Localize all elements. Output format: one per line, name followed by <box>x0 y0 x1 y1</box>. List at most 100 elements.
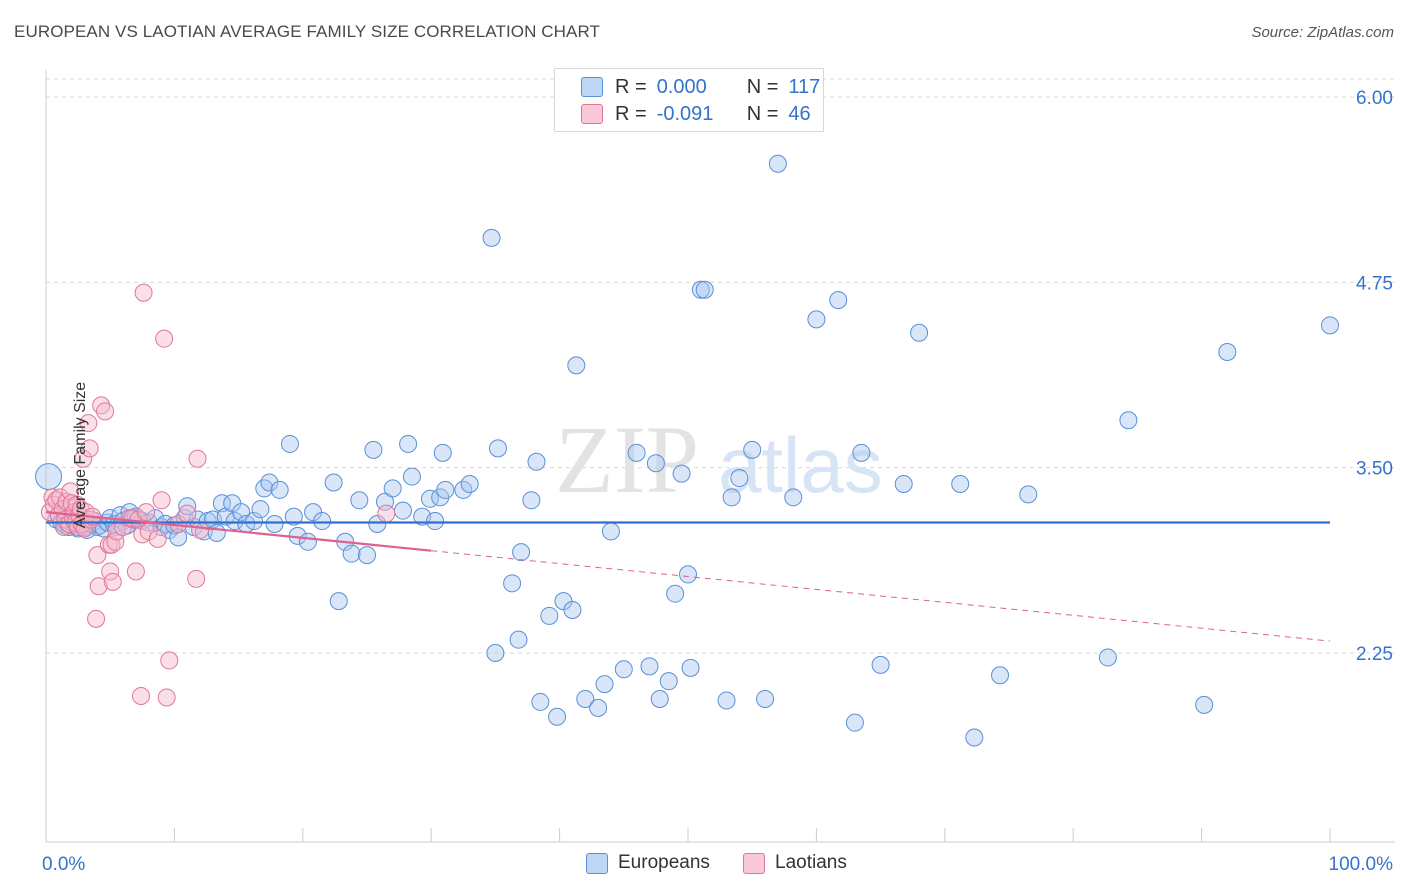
european-point <box>666 584 685 603</box>
european-point <box>829 291 848 310</box>
european-point <box>383 479 402 498</box>
european-point <box>730 469 749 488</box>
y-tick-label: 4.75 <box>1356 273 1393 294</box>
european-point <box>329 592 348 611</box>
laotian-point <box>79 414 98 433</box>
european-point <box>640 657 659 676</box>
european-point <box>1019 485 1038 504</box>
laotian-point <box>132 686 151 705</box>
european-point <box>951 474 970 493</box>
laotian-trend-extension <box>431 550 1331 642</box>
european-point <box>212 494 231 513</box>
y-tick-label: 2.25 <box>1356 644 1393 665</box>
legend-swatch-laotians <box>581 104 603 124</box>
legend-n-label: N = <box>746 75 779 98</box>
laotian-point <box>377 504 396 523</box>
european-point <box>426 512 445 531</box>
european-point <box>35 463 63 491</box>
laotian-trend-line <box>45 511 432 552</box>
european-point <box>245 512 264 531</box>
european-point <box>284 507 303 526</box>
y-tick-label: 6.00 <box>1356 88 1393 109</box>
european-point <box>768 154 787 173</box>
laotian-point <box>87 609 106 628</box>
laotian-point <box>137 503 156 522</box>
european-point <box>207 523 226 542</box>
european-point <box>1218 343 1237 362</box>
laotian-point <box>187 569 206 588</box>
european-point <box>358 546 376 565</box>
european-point <box>659 672 678 691</box>
legend-r-label: R = <box>615 102 647 125</box>
european-point <box>595 675 614 694</box>
european-point <box>482 228 501 247</box>
legend-swatch-europeans <box>581 77 603 97</box>
european-point <box>563 601 582 620</box>
european-point <box>756 689 775 708</box>
european-point <box>178 497 197 516</box>
x-tick-label-max: 100.0% <box>1329 854 1394 875</box>
european-point <box>503 574 522 593</box>
watermark-zip: ZIP <box>555 406 699 513</box>
chart-title: EUROPEAN VS LAOTIAN AVERAGE FAMILY SIZE … <box>14 22 601 41</box>
laotian-point <box>152 491 171 510</box>
legend-r-value: 0.000 <box>656 75 707 98</box>
laotian-point <box>89 577 108 596</box>
laotian-point <box>96 402 115 421</box>
correlation-legend: R = 0.000 N = 117 R = -0.091 N = 46 <box>554 68 824 132</box>
european-point <box>910 323 929 342</box>
laotian-point <box>191 520 210 539</box>
european-point <box>894 474 913 493</box>
legend-swatch-laotians <box>743 852 765 874</box>
european-point <box>324 473 343 492</box>
european-point <box>672 464 691 483</box>
european-point <box>280 434 299 453</box>
laotian-point <box>134 283 153 302</box>
european-point <box>1119 411 1138 430</box>
european-point <box>393 501 412 520</box>
legend-row-europeans: R = 0.000 N = 117 <box>581 75 820 99</box>
european-point <box>509 630 528 649</box>
european-point <box>522 491 541 510</box>
european-point <box>232 503 251 522</box>
european-point <box>845 713 864 732</box>
laotian-point <box>178 504 197 523</box>
trend-lines <box>45 511 1331 642</box>
european-point <box>548 707 567 726</box>
x-tick-labels: 0.0% 100.0% <box>42 854 1393 875</box>
european-point <box>1098 648 1117 667</box>
legend-item-europeans[interactable]: Europeans <box>586 852 710 874</box>
european-point <box>1195 695 1214 714</box>
legend-item-laotians[interactable]: Laotians <box>743 852 847 874</box>
laotian-points <box>40 283 396 707</box>
european-point <box>270 480 289 499</box>
laotian-point <box>155 329 174 348</box>
european-point <box>527 452 546 471</box>
european-point <box>1321 316 1339 335</box>
european-point <box>251 500 270 519</box>
european-point <box>169 528 188 547</box>
laotian-point <box>103 572 122 591</box>
european-point <box>436 480 455 499</box>
european-point <box>531 692 550 711</box>
european-point <box>350 491 369 510</box>
legend-r-value: -0.091 <box>656 102 714 125</box>
european-point <box>991 666 1010 685</box>
laotian-point <box>148 529 167 548</box>
european-point <box>225 512 244 531</box>
laotian-point <box>157 688 176 707</box>
european-point <box>807 310 826 329</box>
laotian-point <box>74 449 93 468</box>
european-point <box>364 440 383 459</box>
laotian-point <box>126 562 145 581</box>
european-point <box>567 356 586 375</box>
european-point <box>784 488 803 507</box>
european-point <box>650 689 669 708</box>
european-point <box>488 439 507 458</box>
european-point <box>265 515 284 534</box>
european-point <box>871 655 890 674</box>
european-point <box>717 691 736 710</box>
legend-label-europeans: Europeans <box>618 852 710 873</box>
grid-lines <box>46 78 1395 654</box>
source-label: Source: ZipAtlas.com <box>1251 24 1394 41</box>
